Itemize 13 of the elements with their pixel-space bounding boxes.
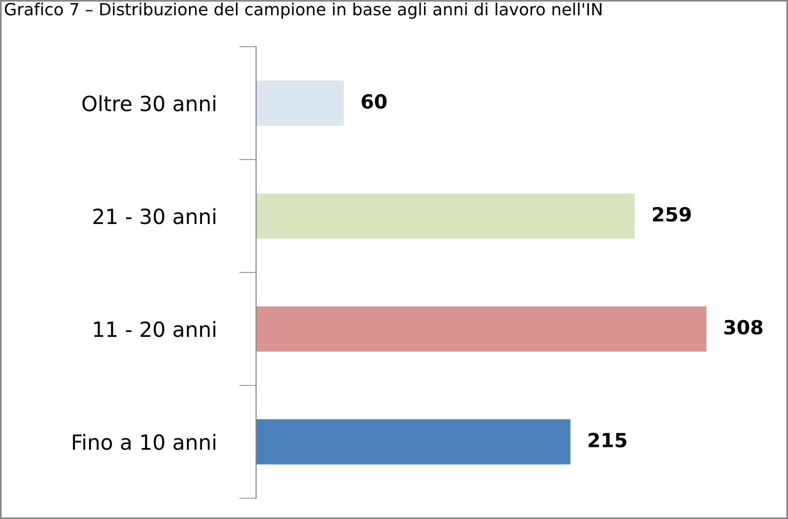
data-label: 259 xyxy=(652,206,691,222)
y-tick-label: 21 - 30 anni xyxy=(93,208,216,224)
chart-title: Grafico 7 – Distribuzione del campione in base agli anni di lavoro nell'IN xyxy=(4,2,602,19)
y-tick-label: 11 - 20 anni xyxy=(94,321,216,338)
bar xyxy=(256,80,344,126)
y-tick-label: Fino a 10 anni xyxy=(72,434,216,450)
y-tick-label: Oltre 30 anni xyxy=(82,95,216,112)
data-label: 60 xyxy=(362,94,387,109)
data-label: 215 xyxy=(588,432,626,448)
data-label: 308 xyxy=(724,320,762,335)
bar xyxy=(256,306,706,352)
bar xyxy=(256,419,570,464)
bar xyxy=(256,193,635,239)
